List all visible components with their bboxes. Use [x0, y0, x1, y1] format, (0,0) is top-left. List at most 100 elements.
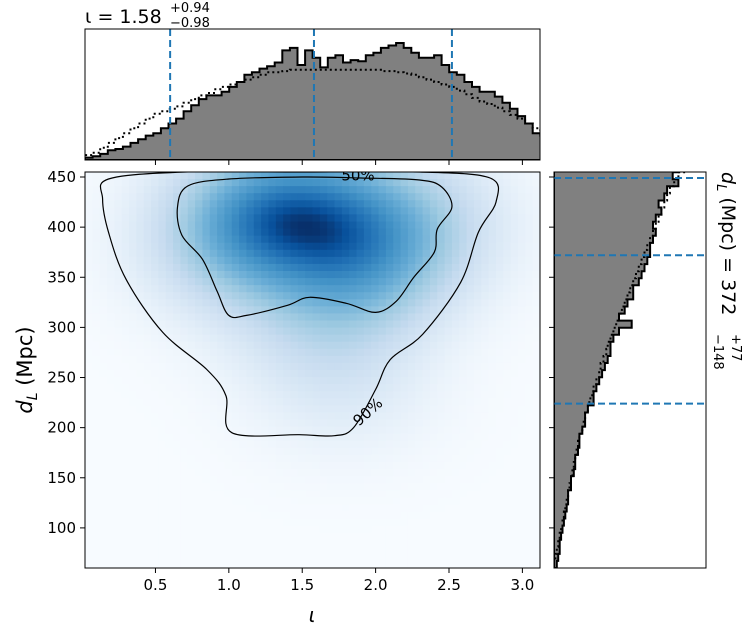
heatmap-cell — [180, 348, 189, 357]
heatmap-cell — [224, 391, 233, 399]
right-title-sub: −148 — [710, 334, 725, 370]
heatmap-cell — [114, 525, 123, 534]
heatmap-cell — [503, 228, 512, 237]
heatmap-cell — [341, 186, 350, 194]
heatmap-cell — [180, 193, 189, 201]
heatmap-cell — [334, 299, 343, 307]
heatmap-cell — [283, 504, 292, 513]
heatmap-cell — [385, 504, 394, 513]
heatmap-cell — [319, 256, 328, 265]
heatmap-cell — [481, 384, 490, 392]
heatmap-cell — [525, 313, 534, 322]
heatmap-cell — [385, 221, 394, 230]
heatmap-cell — [239, 461, 248, 470]
heatmap-cell — [195, 278, 204, 286]
heatmap-cell — [231, 263, 240, 272]
heatmap-cell — [415, 355, 424, 364]
heatmap-cell — [217, 362, 226, 371]
heatmap-cell — [209, 320, 218, 329]
heatmap-cell — [517, 483, 526, 491]
heatmap-cell — [407, 271, 416, 279]
heatmap-cell — [143, 433, 152, 442]
heatmap-cell — [422, 447, 431, 456]
heatmap-cell — [261, 334, 270, 343]
heatmap-cell — [253, 221, 262, 230]
heatmap-cell — [187, 433, 196, 442]
heatmap-cell — [158, 405, 167, 414]
heatmap-cell — [451, 271, 460, 279]
heatmap-cell — [385, 341, 394, 350]
heatmap-cell — [327, 263, 336, 272]
heatmap-cell — [327, 553, 336, 562]
heatmap-cell — [209, 235, 218, 244]
heatmap-cell — [363, 518, 372, 527]
heatmap-cell — [261, 327, 270, 336]
heatmap-cell — [268, 341, 277, 350]
heatmap-cell — [209, 271, 218, 279]
heatmap-cell — [319, 299, 328, 307]
heatmap-cell — [268, 384, 277, 392]
heatmap-cell — [114, 341, 123, 350]
heatmap-cell — [136, 370, 145, 378]
heatmap-cell — [451, 469, 460, 477]
heatmap-cell — [312, 172, 321, 180]
heatmap-cell — [99, 292, 108, 300]
heatmap-cell — [473, 511, 482, 520]
heatmap-cell — [525, 412, 534, 421]
heatmap-cell — [371, 313, 380, 322]
heatmap-cell — [187, 306, 196, 315]
heatmap-cell — [466, 242, 475, 251]
heatmap-cell — [261, 256, 270, 265]
heatmap-cell — [99, 306, 108, 315]
heatmap-cell — [129, 256, 137, 265]
heatmap-cell — [121, 306, 130, 315]
heatmap-cell — [158, 440, 167, 449]
heatmap-cell — [297, 476, 306, 484]
heatmap-cell — [217, 334, 226, 343]
heatmap-cell — [510, 214, 519, 223]
heatmap-cell — [224, 483, 233, 491]
heatmap-cell — [297, 391, 306, 399]
heatmap-cell — [415, 447, 424, 456]
heatmap-cell — [503, 447, 512, 456]
heatmap-cell — [85, 334, 93, 343]
heatmap-cell — [121, 490, 130, 498]
heatmap-cell — [400, 355, 409, 364]
heatmap-cell — [510, 355, 519, 364]
heatmap-cell — [268, 553, 277, 562]
heatmap-cell — [202, 186, 211, 194]
heatmap-cell — [444, 242, 453, 251]
heatmap-cell — [473, 172, 482, 180]
heatmap-cell — [290, 377, 299, 385]
heatmap-cell — [495, 384, 504, 392]
heatmap-cell — [503, 377, 512, 385]
heatmap-cell — [297, 207, 306, 216]
heatmap-cell — [503, 306, 512, 315]
heatmap-cell — [231, 221, 240, 230]
heatmap-cell — [290, 256, 299, 265]
heatmap-cell — [422, 377, 431, 385]
heatmap-cell — [239, 483, 248, 491]
heatmap-cell — [305, 292, 314, 300]
heatmap-cell — [173, 285, 181, 293]
heatmap-cell — [246, 461, 255, 470]
heatmap-cell — [180, 532, 189, 541]
heatmap-cell — [334, 539, 343, 548]
heatmap-cell — [437, 412, 446, 421]
y-tick-label: 300 — [47, 318, 76, 336]
heatmap-cell — [165, 370, 174, 378]
heatmap-cell — [466, 341, 475, 350]
heatmap-cell — [121, 426, 130, 435]
heatmap-cell — [473, 179, 482, 187]
heatmap-cell — [371, 285, 380, 293]
heatmap-cell — [151, 497, 159, 505]
heatmap-cell — [92, 172, 101, 180]
heatmap-cell — [136, 228, 145, 237]
heatmap-cell — [341, 228, 350, 237]
heatmap-cell — [253, 362, 262, 371]
heatmap-cell — [107, 384, 115, 392]
heatmap-cell — [261, 172, 270, 180]
heatmap-cell — [92, 320, 101, 329]
heatmap-cell — [239, 370, 248, 378]
heatmap-cell — [253, 476, 262, 484]
